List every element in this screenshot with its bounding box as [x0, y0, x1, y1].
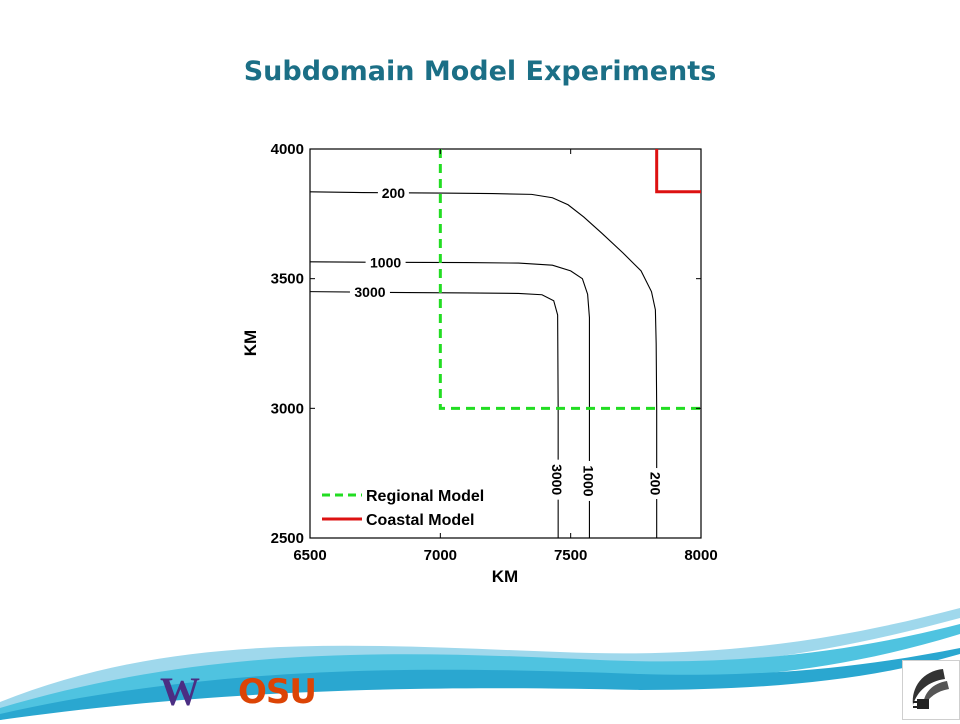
osu-logo: OSU: [238, 672, 317, 712]
contour-label-mask: [365, 253, 406, 272]
contour-label-mask: [549, 459, 568, 500]
slide-title: Subdomain Model Experiments: [243, 56, 717, 87]
x-tick-label: 7000: [424, 547, 457, 564]
model-boundary-layer: [438, 149, 701, 410]
contour-label: 3000: [549, 464, 565, 495]
plot-frame: [309, 148, 702, 539]
footer-wave: [0, 608, 960, 720]
y-tick-label: 4000: [271, 141, 304, 158]
series-coastal-model: [655, 149, 701, 194]
x-tick-label: 7500: [554, 547, 587, 564]
legend-label-regional: Regional Model: [366, 488, 484, 505]
contour-label-mask: [647, 468, 666, 500]
contour-label-mask: [377, 184, 409, 203]
legend: Regional Model Coastal Model: [322, 488, 484, 529]
contour-label: 200: [648, 472, 664, 496]
uw-logo: W: [160, 669, 200, 714]
y-tick-label: 2500: [271, 530, 304, 547]
series-regional-model: [438, 149, 701, 410]
y-tick-label: 3500: [271, 271, 304, 288]
x-axis-label: KM: [492, 567, 518, 586]
contour-label: 1000: [580, 465, 596, 496]
contour-label: 1000: [370, 255, 401, 271]
contour-label: 200: [382, 185, 406, 201]
contour-label-layer: 200 200 1000 1000 3000 3000: [349, 184, 666, 501]
y-axis-label: KM: [241, 330, 260, 356]
contour-label-mask: [580, 460, 599, 501]
contour-label-mask: [349, 283, 390, 302]
tick-layer: 6500 7000 7500 8000 2500 3000 3500 4000: [271, 141, 718, 564]
contour-layer: [309, 191, 658, 538]
badge-logo: [902, 660, 960, 720]
contour-3000: [309, 291, 559, 538]
contour-label: 3000: [354, 284, 385, 300]
wave-plug-icon: [912, 669, 949, 709]
legend-label-coastal: Coastal Model: [366, 512, 474, 529]
y-tick-label: 3000: [271, 400, 304, 417]
x-tick-label: 6500: [293, 547, 326, 564]
x-tick-label: 8000: [684, 547, 717, 564]
contour-200: [309, 191, 658, 538]
